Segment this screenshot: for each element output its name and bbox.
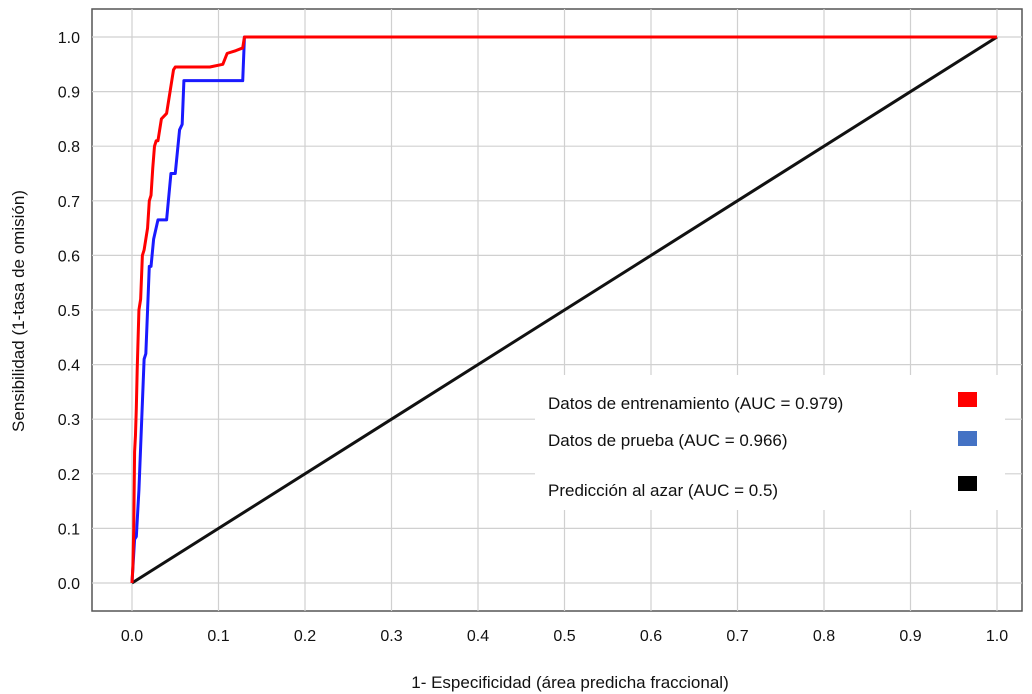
y-tick-labels: 0.0 0.1 0.2 0.3 0.4 0.5 0.6 0.7 0.8 0.9 1.0	[58, 30, 80, 593]
x-tick-label: 0.4	[467, 628, 489, 645]
legend-swatch-training	[958, 392, 977, 407]
grid	[92, 9, 1022, 611]
x-tick-label: 0.3	[380, 628, 402, 645]
series-line-random	[131, 35, 998, 585]
x-tick-label: 0.2	[294, 628, 316, 645]
y-tick-label: 0.2	[58, 467, 80, 484]
series-line-test	[130, 35, 997, 584]
y-tick-label: 1.0	[58, 30, 80, 47]
legend-swatch-random	[958, 476, 977, 491]
x-tick-label: 1.0	[986, 628, 1008, 645]
x-axis-title: 1- Especificidad (área predicha fraccion…	[411, 673, 729, 692]
x-tick-label: 0.0	[121, 628, 143, 645]
y-tick-label: 0.0	[58, 576, 80, 593]
y-tick-label: 0.3	[58, 412, 80, 429]
x-tick-label: 0.1	[207, 628, 229, 645]
legend-label-test: Datos de prueba (AUC = 0.966)	[548, 431, 788, 450]
legend-label-random: Predicción al azar (AUC = 0.5)	[548, 481, 778, 500]
y-tick-label: 0.5	[58, 303, 80, 320]
y-tick-label: 0.7	[58, 194, 80, 211]
x-tick-label: 0.7	[726, 628, 748, 645]
legend-label-training: Datos de entrenamiento (AUC = 0.979)	[548, 394, 843, 413]
x-tick-labels: 0.0 0.1 0.2 0.3 0.4 0.5 0.6 0.7 0.8 0.9 1.0	[121, 628, 1008, 645]
y-tick-label: 0.6	[58, 248, 80, 265]
x-tick-label: 0.8	[813, 628, 835, 645]
x-tick-label: 0.6	[640, 628, 662, 645]
legend-box	[535, 375, 1005, 510]
y-tick-label: 0.1	[58, 521, 80, 538]
legend-swatch-test	[958, 431, 977, 446]
series-lines	[130, 35, 998, 585]
series-line-training	[130, 35, 997, 584]
legend: Datos de entrenamiento (AUC = 0.979) Dat…	[535, 375, 1005, 510]
x-tick-label: 0.5	[553, 628, 575, 645]
x-tick-label: 0.9	[899, 628, 921, 645]
y-axis-title: Sensibilidad (1-tasa de omisión)	[9, 190, 28, 432]
y-tick-label: 0.9	[58, 85, 80, 102]
y-tick-label: 0.8	[58, 139, 80, 156]
y-tick-label: 0.4	[58, 358, 80, 375]
